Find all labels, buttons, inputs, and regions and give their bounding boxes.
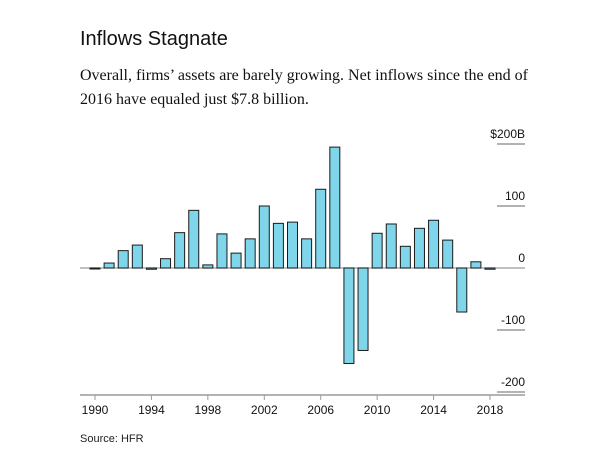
bar-1991 xyxy=(103,262,115,269)
bars xyxy=(89,146,496,364)
bar-2004 xyxy=(287,221,298,269)
bar-2010 xyxy=(371,232,383,269)
bar-1996 xyxy=(174,232,186,269)
x-tick-label: 2006 xyxy=(307,403,334,417)
source-note: Source: HFR xyxy=(80,433,144,445)
bar-2014 xyxy=(428,219,440,269)
y-tick-label: -100 xyxy=(501,313,525,327)
x-tick-label: 1990 xyxy=(82,403,109,417)
bar-2008 xyxy=(343,267,355,364)
bar-1995 xyxy=(160,258,172,269)
x-tick-label: 2014 xyxy=(420,403,447,417)
x-tick-label: 2002 xyxy=(251,403,278,417)
bar-2009 xyxy=(357,267,369,351)
x-tick-label: 1998 xyxy=(195,403,222,417)
bar-1999 xyxy=(216,233,228,269)
chart-subtitle: Overall, firms’ assets are barely growin… xyxy=(80,67,529,108)
bar-1998 xyxy=(202,264,214,269)
bar-2006 xyxy=(315,188,327,269)
bar-2003 xyxy=(272,222,284,269)
bar-1993 xyxy=(131,244,143,269)
y-tick-label: $200B xyxy=(490,127,525,141)
bar-2013 xyxy=(413,227,425,269)
x-tick-label: 2010 xyxy=(364,403,391,417)
bar-1997 xyxy=(188,209,200,269)
x-axis: 1990 1994 1998 2002 2006 2010 2014 2018 xyxy=(80,394,525,417)
x-tick-label: 1994 xyxy=(138,403,165,417)
bar-2015 xyxy=(442,239,454,269)
x-tick-label: 2018 xyxy=(477,403,504,417)
y-tick-label: -200 xyxy=(501,375,525,389)
bar-2012 xyxy=(399,245,411,269)
bar-1990 xyxy=(89,267,101,270)
bar-2011 xyxy=(385,223,397,269)
bar-2017 xyxy=(470,261,482,269)
bar-1994 xyxy=(145,267,157,270)
bar-2005 xyxy=(301,238,313,269)
y-tick-label: 100 xyxy=(505,189,525,203)
bar-2002 xyxy=(258,205,270,269)
bar-2016 xyxy=(456,267,468,313)
bar-2018 xyxy=(484,267,496,270)
bar-2000 xyxy=(230,252,242,269)
y-tick-label: 0 xyxy=(518,251,525,265)
bar-2007 xyxy=(329,146,341,269)
chart-title: Inflows Stagnate xyxy=(80,28,228,50)
bar-1992 xyxy=(117,250,129,269)
bar-2001 xyxy=(244,238,256,269)
